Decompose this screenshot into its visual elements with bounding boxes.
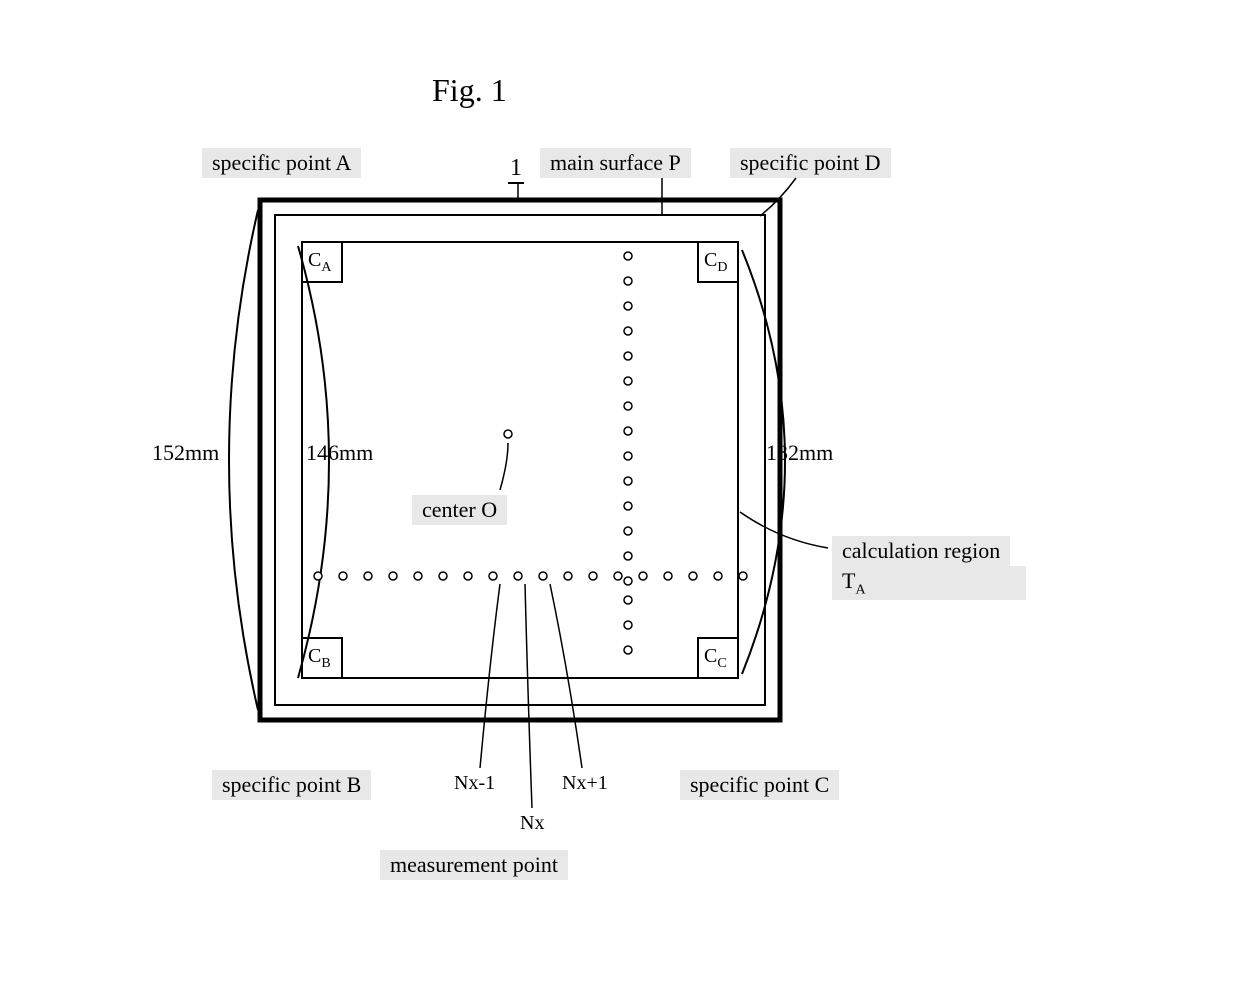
leader-nx-plus-1	[550, 584, 582, 768]
corner-text-ca: CA	[308, 249, 331, 276]
corner-text-cd: CD	[704, 249, 727, 276]
corner-text-cb: CB	[308, 645, 331, 672]
leader-calc-region	[740, 512, 828, 548]
leader-center-o	[500, 443, 508, 490]
leader-nx-minus-1	[480, 584, 500, 768]
diagram-svg	[0, 0, 1240, 1006]
inner-square	[302, 242, 738, 678]
leader-nx	[525, 584, 532, 808]
arc-152mm	[229, 210, 258, 710]
corner-text-cc: CC	[704, 645, 727, 672]
middle-square	[275, 215, 765, 705]
measurement-points	[314, 252, 747, 654]
